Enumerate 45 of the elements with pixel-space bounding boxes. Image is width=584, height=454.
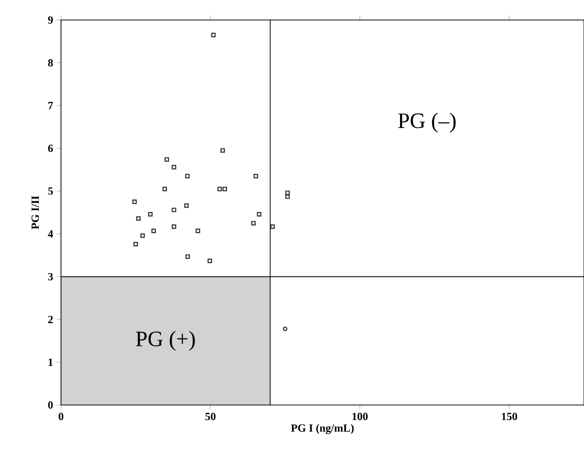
point (185, 174, 190, 178)
y-tick-label: 7 (48, 102, 53, 110)
point (217, 186, 222, 192)
annotation: PG (–) (398, 112, 456, 133)
point (254, 174, 258, 178)
point (172, 224, 176, 229)
band-label: PG (+) (136, 330, 195, 351)
point (164, 157, 170, 162)
y-axis-title: PG I/II (32, 196, 39, 230)
point (140, 233, 145, 238)
point (184, 203, 189, 208)
point (282, 326, 288, 332)
point (172, 208, 176, 212)
point (133, 242, 138, 246)
point (151, 228, 156, 234)
y-tick-label: 2 (48, 316, 53, 324)
x-tick-label: 100 (352, 412, 368, 420)
point (148, 212, 153, 216)
point (285, 194, 290, 199)
point (251, 220, 256, 226)
point (220, 148, 225, 153)
point (162, 186, 167, 192)
y-tick-label: 6 (48, 144, 53, 152)
point (285, 190, 290, 196)
y-tick-label: 8 (48, 59, 53, 66)
y-tick-label: 4 (48, 230, 54, 238)
x-tick-label: 50 (205, 412, 216, 420)
x-tick-label: 150 (502, 412, 518, 420)
y-tick-label: 9 (48, 16, 53, 24)
point (185, 254, 190, 259)
y-tick-label: 0 (48, 401, 53, 409)
point (270, 224, 275, 229)
point (211, 32, 216, 38)
point (132, 200, 137, 204)
y-tick-label: 5 (48, 187, 53, 195)
y-tick-label: 3 (48, 272, 53, 280)
point (256, 212, 262, 216)
point (172, 164, 176, 170)
point (196, 228, 200, 234)
y-tick-label: 1 (48, 358, 53, 366)
point (208, 258, 212, 264)
point (222, 186, 228, 192)
x-tick-label: 0 (58, 412, 64, 420)
point (136, 216, 141, 221)
x-axis-title: PG I (ng/mL) (291, 424, 354, 434)
